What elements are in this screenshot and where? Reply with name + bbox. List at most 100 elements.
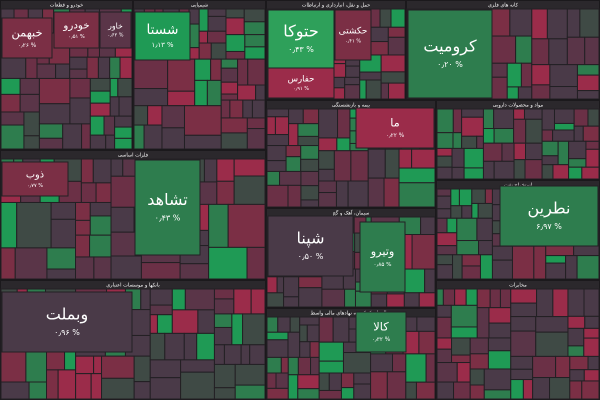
filler-tile xyxy=(557,140,570,166)
stock-name: خودرو xyxy=(62,19,89,31)
filler-tile xyxy=(246,117,266,130)
filler-tile xyxy=(567,288,585,317)
filler-tile xyxy=(411,234,436,270)
filler-tile xyxy=(133,88,169,107)
filler-tile xyxy=(302,108,320,125)
filler-tile xyxy=(38,137,64,150)
stock-tile xyxy=(407,9,493,99)
filler-tile xyxy=(81,123,91,150)
filler-tile xyxy=(436,147,453,157)
filler-tile xyxy=(318,137,338,152)
filler-tile xyxy=(347,180,369,208)
filler-tile xyxy=(380,82,389,100)
filler-tile xyxy=(140,288,151,311)
filler-tile xyxy=(69,97,91,125)
filler-tile xyxy=(565,255,578,280)
filler-tile xyxy=(289,316,301,333)
stock-name: خبهمن xyxy=(11,25,42,40)
filler-tile xyxy=(249,344,266,365)
filler-tile xyxy=(545,262,567,280)
filler-tile xyxy=(461,135,478,149)
filler-tile xyxy=(117,77,133,98)
filler-tile xyxy=(549,377,571,400)
filler-tile xyxy=(541,140,559,157)
filler-tile xyxy=(279,170,302,186)
filler-tile xyxy=(266,372,277,389)
filler-tile xyxy=(510,379,524,400)
filler-tile xyxy=(118,96,133,117)
group-title: مواد و محصولات دارویی xyxy=(493,103,544,109)
filler-tile xyxy=(321,288,346,308)
filler-tile xyxy=(208,246,248,280)
filler-tile xyxy=(38,123,64,139)
filler-tile xyxy=(216,158,235,182)
filler-tile xyxy=(266,339,289,358)
filler-tile xyxy=(55,63,71,79)
filler-tile xyxy=(109,56,121,79)
stock-tile xyxy=(134,159,201,256)
filler-tile xyxy=(461,205,473,219)
filler-tile xyxy=(489,35,517,64)
filler-tile xyxy=(95,182,112,203)
filler-tile xyxy=(436,155,453,168)
filler-tile xyxy=(276,276,285,294)
filler-tile xyxy=(119,56,133,79)
filler-tile xyxy=(244,46,266,60)
filler-tile xyxy=(541,129,554,142)
filler-tile xyxy=(266,160,287,172)
filler-tile xyxy=(318,389,342,400)
filler-tile xyxy=(386,293,405,308)
filler-tile xyxy=(380,71,406,84)
filler-tile xyxy=(568,166,583,180)
filler-tile xyxy=(353,372,372,385)
group-title: کانه های فلزی xyxy=(488,3,519,9)
filler-tile xyxy=(28,381,48,400)
filler-tile xyxy=(452,108,463,134)
filler-tile xyxy=(233,175,266,205)
stock-change: ۰٫۴۳ % xyxy=(288,45,314,54)
filler-tile xyxy=(231,313,244,346)
filler-tile xyxy=(555,355,571,379)
stock-name: حفارس xyxy=(288,75,315,85)
filler-tile xyxy=(14,247,48,280)
filler-tile xyxy=(488,322,512,339)
stock-name: ما xyxy=(390,115,400,129)
filler-tile xyxy=(513,108,525,120)
filler-tile xyxy=(583,369,600,382)
filler-tile xyxy=(198,30,209,44)
stock-name: کالا xyxy=(373,319,389,333)
filler-tile xyxy=(184,288,215,311)
filler-tile xyxy=(522,379,534,400)
filler-tile xyxy=(436,337,453,350)
filler-tile xyxy=(243,21,266,36)
filler-tile xyxy=(583,288,600,317)
filler-tile xyxy=(411,148,436,169)
filler-tile xyxy=(456,240,480,256)
filler-tile xyxy=(342,352,372,374)
filler-tile xyxy=(198,8,209,32)
filler-tile xyxy=(69,68,88,79)
filler-tile xyxy=(220,67,239,83)
filler-tile xyxy=(318,360,344,374)
filler-tile xyxy=(80,158,94,184)
filler-tile xyxy=(506,62,522,88)
filler-tile xyxy=(367,177,385,208)
stock-name: وتیرو xyxy=(370,245,395,259)
filler-tile xyxy=(465,288,478,306)
filler-tile xyxy=(454,288,467,306)
filler-tile xyxy=(436,254,454,266)
filler-tile xyxy=(489,8,511,37)
filler-tile xyxy=(197,309,215,334)
filler-tile xyxy=(482,128,495,144)
filler-tile xyxy=(340,372,355,389)
stock-tile xyxy=(134,11,191,61)
filler-tile xyxy=(188,8,200,25)
filler-tile xyxy=(569,380,583,400)
filler-tile xyxy=(89,77,111,92)
stock-change: ۰٫۳۲ % xyxy=(372,337,391,343)
filler-tile xyxy=(318,341,344,362)
filler-tile xyxy=(587,355,600,371)
filler-tile xyxy=(216,180,235,205)
stock-change: ۱٫۱۳ % xyxy=(152,41,174,49)
